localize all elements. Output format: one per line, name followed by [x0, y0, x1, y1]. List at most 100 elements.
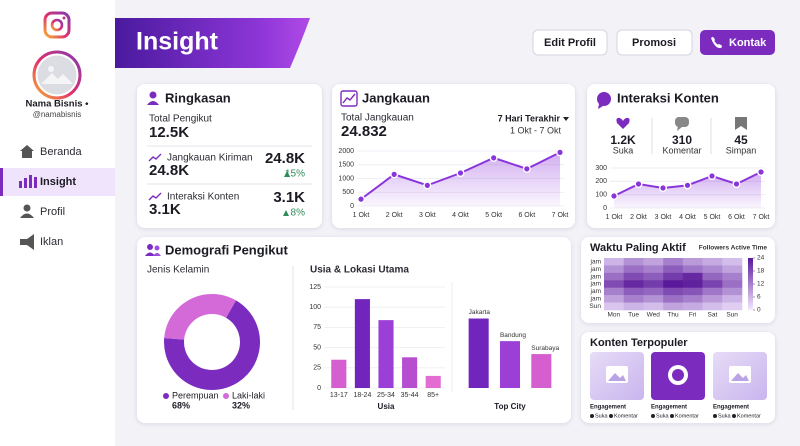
area [361, 152, 560, 206]
heatmap-cell [702, 272, 723, 281]
stat-value: 24.832 [341, 123, 387, 140]
tile-label: Engagement [713, 405, 749, 411]
bar [531, 354, 552, 388]
insight-icon [19, 181, 22, 188]
x-tick-label: 1 Okt [353, 212, 370, 219]
bar-category-label: Jakarta [469, 309, 491, 316]
column-label: Sun [726, 312, 738, 319]
y-tick-label: 125 [309, 284, 321, 291]
point [708, 171, 717, 180]
heatmap-cell [643, 287, 664, 296]
card-icon [597, 92, 611, 106]
card-title: Interaksi Konten [617, 90, 719, 105]
period-range: 1 Okt - 7 Okt [510, 125, 562, 135]
card-title: Jangkauan [362, 90, 430, 105]
heatmap-cell [623, 287, 644, 296]
nav-item[interactable]: Iklan [40, 236, 63, 248]
profile-icon [20, 213, 34, 218]
x-tick-label: 18-24 [353, 392, 371, 399]
heatmap-cell [722, 295, 743, 303]
card-icon [154, 245, 160, 251]
home-icon [20, 145, 34, 158]
row-label: Sun [589, 303, 601, 310]
card-title: Waktu Paling Aktif [590, 242, 686, 254]
stat-label: Komentar [662, 145, 701, 155]
heatmap-cell [682, 287, 703, 296]
dropdown-arrow[interactable] [563, 117, 569, 121]
colorbar-label: 24 [757, 255, 765, 262]
button-label[interactable]: Promosi [632, 37, 676, 49]
heatmap-cell [702, 302, 723, 311]
tile-likes: Suka [656, 413, 669, 419]
point [634, 179, 643, 188]
y-tick-label: 0 [317, 385, 321, 392]
like-icon [616, 117, 630, 129]
heatmap-cell [623, 272, 644, 281]
save-icon [735, 117, 747, 130]
tile-icon [731, 373, 749, 381]
card-icon [149, 91, 157, 99]
comment-icon [732, 414, 736, 418]
heatmap-cell [663, 295, 684, 303]
colorbar-label: 12 [757, 281, 765, 288]
y-tick-label: 0 [350, 203, 354, 210]
insight-icon [24, 178, 27, 188]
trend-icon [148, 153, 162, 162]
button-label[interactable]: Edit Profil [544, 37, 596, 49]
button-label[interactable]: Kontak [729, 37, 767, 49]
row-label: jam [590, 258, 601, 265]
heatmap-cell [722, 280, 743, 289]
button[interactable] [532, 29, 608, 56]
tile-icon [608, 373, 626, 381]
heatmap-cell [682, 295, 703, 303]
nav-item[interactable]: Insight [40, 176, 76, 188]
heatmap-cell [623, 295, 644, 303]
nav-active-indicator [0, 168, 3, 196]
heatmap-cell [722, 302, 743, 311]
instagram-logo[interactable] [43, 11, 71, 39]
row-label: jam [590, 296, 601, 303]
button[interactable] [616, 29, 693, 56]
bar [468, 318, 489, 388]
profile-name: Nama Bisnis • [26, 99, 90, 110]
column-label: Wed [647, 312, 661, 319]
insight-icon [34, 177, 37, 188]
heatmap-cell [604, 272, 625, 281]
heatmap-cell [604, 265, 625, 274]
card-icon [147, 101, 159, 105]
heatmap-cell [682, 302, 703, 311]
button[interactable] [700, 30, 775, 55]
trend-icon [148, 192, 162, 201]
period-select[interactable]: 7 Hari Terakhir [498, 113, 561, 123]
stat-value: 12.5K [149, 124, 189, 141]
y-tick-label: 100 [595, 192, 607, 199]
column-label: Mon [608, 312, 621, 319]
avatar[interactable] [37, 55, 77, 95]
heatmap-cell [722, 287, 743, 296]
nav-item[interactable]: Beranda [40, 146, 82, 158]
card [137, 237, 571, 423]
heatmap-cell [702, 265, 723, 274]
comment-icon [609, 414, 613, 418]
nav-item[interactable]: Profil [40, 206, 65, 218]
stat-label: Suka [613, 145, 634, 155]
heatmap-cell [663, 302, 684, 311]
up-arrow [283, 210, 289, 216]
like-icon [713, 414, 717, 418]
x-tick-label: 35-44 [401, 392, 419, 399]
card-icon [153, 253, 161, 256]
page-title: Insight [136, 28, 219, 56]
x-tick-label: 2 Okt [386, 212, 403, 219]
y-tick-label: 1500 [338, 162, 354, 169]
stat-change: 15% [285, 169, 305, 180]
heatmap-cell [663, 280, 684, 289]
header-banner [115, 18, 310, 68]
y-tick-label: 500 [342, 189, 354, 196]
point [659, 183, 668, 192]
heatmap-cell [682, 272, 703, 281]
bar [425, 375, 441, 388]
heatmap-cell [623, 280, 644, 289]
colorbar-label: 18 [757, 268, 765, 275]
column-label: Thu [667, 312, 679, 319]
